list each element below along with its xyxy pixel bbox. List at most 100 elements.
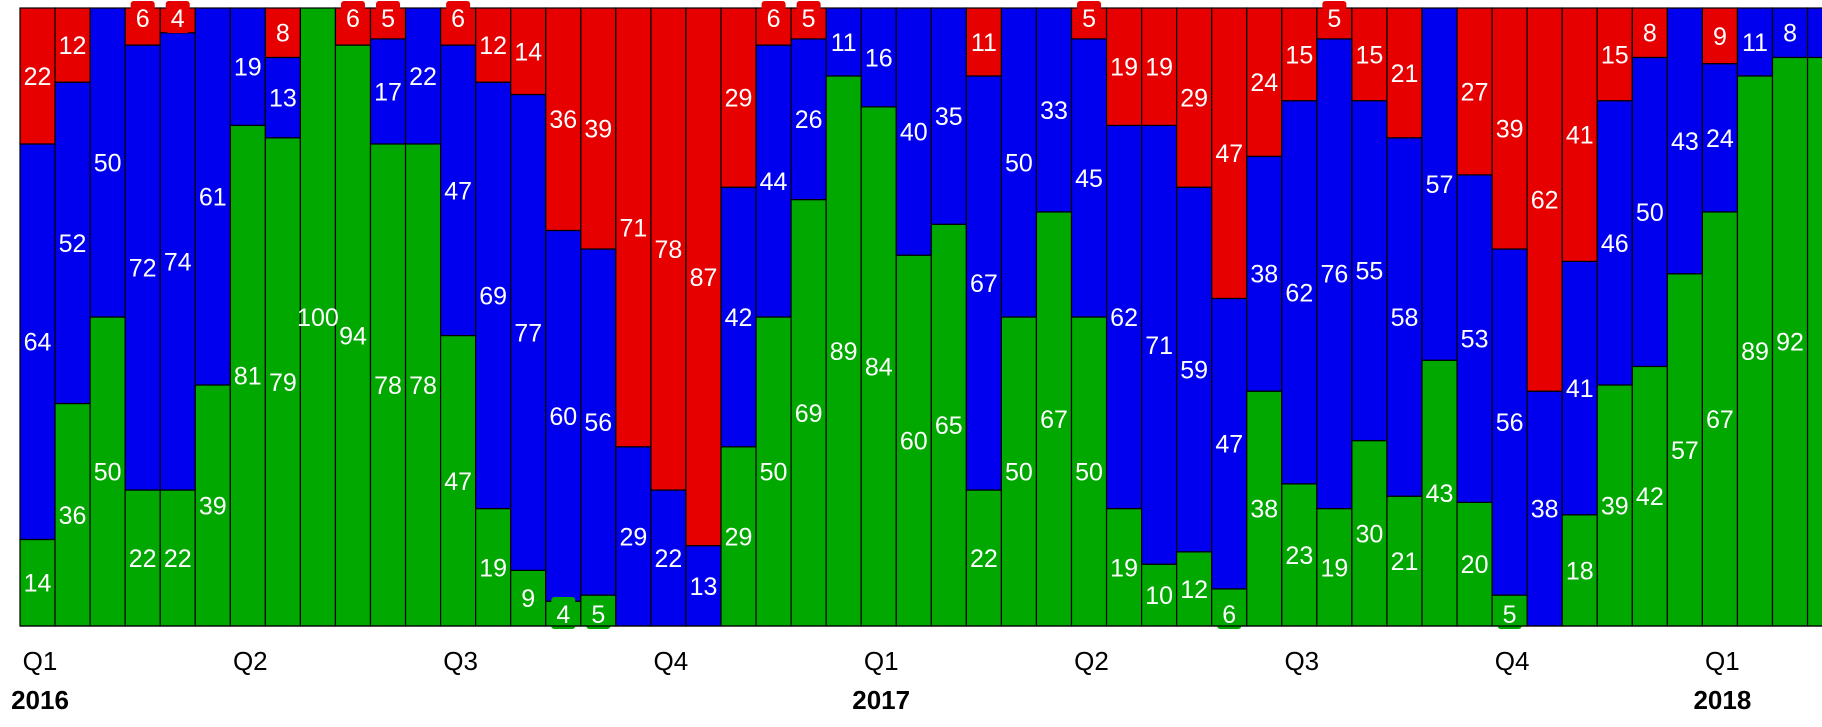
value-label-42-2: 39 xyxy=(1496,116,1524,144)
value-label-34-1: 47 xyxy=(1215,431,1243,459)
bar-segment-7-1 xyxy=(264,56,302,139)
bar-segment-28-1 xyxy=(1000,7,1038,318)
value-label-31-0: 19 xyxy=(1110,554,1138,582)
value-label-16-0: 5 xyxy=(591,601,605,629)
value-label-0-0: 14 xyxy=(24,570,52,598)
value-label-33-0: 12 xyxy=(1180,576,1208,604)
value-label-28-1: 50 xyxy=(1005,150,1033,178)
value-label-11-0: 78 xyxy=(409,372,437,400)
bar-segment-41-0 xyxy=(1456,501,1493,627)
bar-segment-6-1 xyxy=(229,7,266,127)
bar-segment-34-1 xyxy=(1211,297,1248,590)
value-label-17-1: 29 xyxy=(619,523,647,551)
bar-segment-17-2 xyxy=(615,7,652,448)
value-label-33-2: 29 xyxy=(1180,85,1208,113)
value-label-4-2: 4 xyxy=(171,5,185,33)
value-label-16-2: 39 xyxy=(584,116,612,144)
bar-segment-11-1 xyxy=(404,7,442,145)
bar-segment-42-2 xyxy=(1491,7,1528,250)
value-label-20-2: 29 xyxy=(725,85,753,113)
value-label-3-2: 6 xyxy=(136,5,150,33)
bar-segment-26-1 xyxy=(930,7,967,225)
value-label-36-0: 23 xyxy=(1285,542,1313,570)
value-label-33-1: 59 xyxy=(1180,357,1208,385)
bar-segment-48-1 xyxy=(1701,63,1739,213)
bar-segment-48-0 xyxy=(1701,211,1739,627)
year-label-2: 2018 xyxy=(1693,685,1751,715)
value-label-26-1: 35 xyxy=(935,103,963,131)
bar-segment-45-2 xyxy=(1596,7,1633,102)
x-tick-label-2: Q3 xyxy=(443,646,478,676)
bar-segment-19-1 xyxy=(685,545,722,627)
value-label-29-1: 33 xyxy=(1040,97,1068,125)
value-label-42-1: 56 xyxy=(1496,409,1524,437)
bar-segment-37-0 xyxy=(1316,507,1353,627)
bar-segment-13-2 xyxy=(475,7,512,83)
value-label-14-0: 9 xyxy=(521,585,535,613)
value-label-19-1: 13 xyxy=(690,573,718,601)
value-label-37-1: 76 xyxy=(1320,261,1348,289)
value-label-41-0: 20 xyxy=(1461,551,1489,579)
value-label-44-0: 18 xyxy=(1566,557,1594,585)
bar-segment-26-0 xyxy=(930,223,967,627)
bar-segment-33-0 xyxy=(1176,551,1213,627)
value-label-5-1: 61 xyxy=(199,183,227,211)
value-label-13-0: 19 xyxy=(479,554,507,582)
value-badge-12-2 xyxy=(446,1,471,33)
bar-segment-32-0 xyxy=(1140,563,1178,627)
value-label-29-0: 67 xyxy=(1040,406,1068,434)
value-badge-10-2 xyxy=(376,1,401,33)
bar-segment-23-1 xyxy=(825,7,862,77)
value-badge-37-2 xyxy=(1322,1,1347,33)
year-label-1: 2017 xyxy=(852,685,910,715)
bar-segment-1-2 xyxy=(54,7,91,83)
bar-segment-33-2 xyxy=(1176,7,1213,188)
value-label-18-1: 22 xyxy=(655,545,683,573)
bar-segment-38-1 xyxy=(1351,100,1388,442)
value-label-49-1: 11 xyxy=(1742,29,1768,57)
value-label-24-1: 16 xyxy=(865,44,893,72)
value-label-37-0: 19 xyxy=(1320,554,1348,582)
bar-segment-18-2 xyxy=(650,7,687,491)
bar-segment-8-0 xyxy=(299,7,337,627)
year-label-0: 2016 xyxy=(11,685,69,715)
value-label-43-1: 38 xyxy=(1531,496,1559,524)
bar-segment-5-1 xyxy=(194,7,231,386)
bar-segment-4-0 xyxy=(159,489,196,627)
value-label-15-1: 60 xyxy=(549,403,577,431)
value-label-2-1: 50 xyxy=(94,150,122,178)
value-label-14-2: 14 xyxy=(514,38,542,66)
value-label-43-2: 62 xyxy=(1531,187,1559,215)
bar-segment-0-1 xyxy=(19,143,56,541)
bar-segment-50-1 xyxy=(1771,7,1809,59)
value-badge-15-0 xyxy=(551,597,576,629)
value-label-6-0: 81 xyxy=(234,363,262,391)
bar-segment-0-0 xyxy=(19,538,56,627)
x-tick-label-7: Q4 xyxy=(1495,646,1530,676)
value-label-9-0: 94 xyxy=(339,323,367,351)
value-label-26-0: 65 xyxy=(935,412,963,440)
value-label-8-0: 100 xyxy=(297,304,339,332)
value-label-22-0: 69 xyxy=(795,400,823,428)
value-label-13-2: 12 xyxy=(479,32,507,60)
value-label-12-2: 6 xyxy=(451,5,465,33)
value-label-1-2: 12 xyxy=(59,32,87,60)
bar-segment-37-1 xyxy=(1316,38,1353,510)
x-tick-label-5: Q2 xyxy=(1074,646,1109,676)
bar-segment-14-0 xyxy=(510,569,547,627)
x-tick-label-4: Q1 xyxy=(864,646,899,676)
value-label-41-2: 27 xyxy=(1461,78,1489,106)
bar-segment-47-0 xyxy=(1666,273,1703,627)
bar-segment-21-0 xyxy=(755,316,792,627)
value-label-40-0: 43 xyxy=(1426,480,1454,508)
value-badge-4-2 xyxy=(165,1,190,33)
value-label-35-2: 24 xyxy=(1250,69,1278,97)
value-label-44-2: 41 xyxy=(1566,122,1594,150)
value-label-7-2: 8 xyxy=(276,20,290,48)
value-label-0-1: 64 xyxy=(24,329,52,357)
value-label-2-0: 50 xyxy=(94,459,122,487)
value-label-20-1: 42 xyxy=(725,304,753,332)
bar-segment-46-1 xyxy=(1631,56,1668,368)
value-label-21-0: 50 xyxy=(760,459,788,487)
